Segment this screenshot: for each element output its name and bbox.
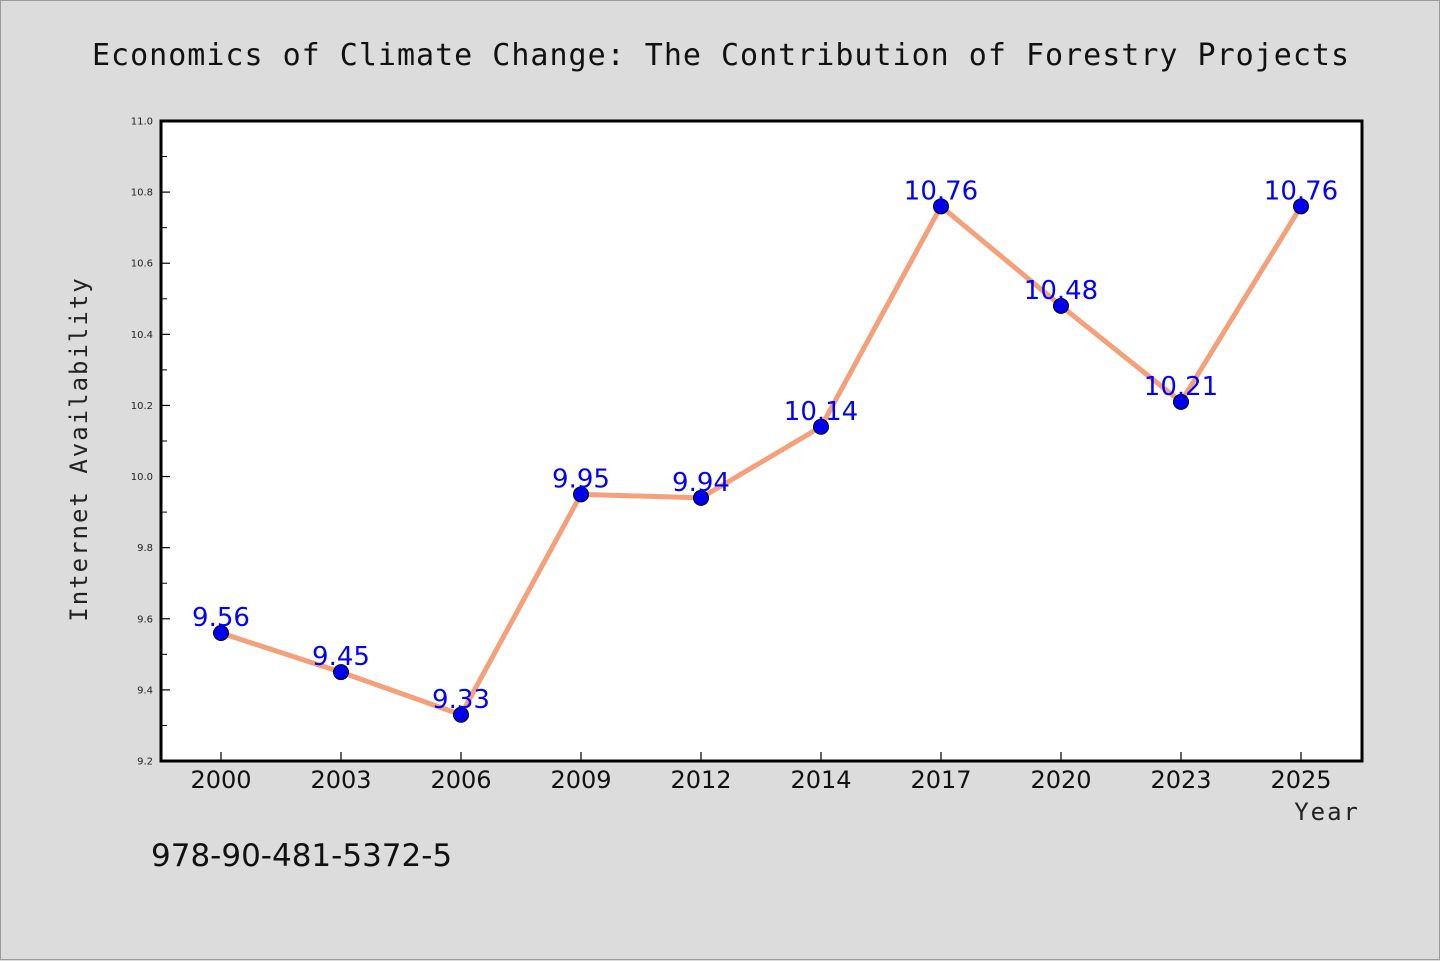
series-markers <box>213 198 1309 723</box>
x-tick-label: 2014 <box>790 766 851 794</box>
x-axis-label: Year <box>1294 798 1360 826</box>
data-point <box>573 486 589 503</box>
data-point <box>1053 297 1069 314</box>
data-point <box>1293 198 1309 215</box>
data-point <box>933 198 949 215</box>
y-tick-label: 11.0 <box>131 117 153 128</box>
data-point <box>453 706 469 723</box>
data-labels: 9.56 9.45 9.33 9.95 9.94 10.14 10.76 10.48 10.21… <box>192 176 1338 714</box>
x-tick-label: 2023 <box>1150 766 1211 794</box>
x-tick-label: 2020 <box>1030 766 1091 794</box>
y-tick-label: 10.0 <box>131 472 153 483</box>
data-label: 10.76 <box>1264 176 1338 206</box>
data-point <box>813 418 829 435</box>
data-label: 9.33 <box>432 685 490 715</box>
y-tick-label: 9.4 <box>137 685 153 696</box>
data-label: 9.45 <box>312 642 370 672</box>
data-point <box>333 664 349 681</box>
x-tick-label: 2003 <box>310 766 371 794</box>
plot-area <box>161 121 1362 761</box>
y-tick-label: 10.8 <box>131 188 153 199</box>
data-point <box>1173 393 1189 410</box>
data-label: 10.76 <box>904 176 978 206</box>
plot-border <box>159 119 1364 763</box>
x-tick-label: 2012 <box>670 766 731 794</box>
y-tick-label: 10.2 <box>131 401 153 412</box>
y-tick-label: 9.2 <box>137 757 153 768</box>
data-label: 10.48 <box>1024 276 1098 306</box>
x-axis: 2000 2003 2006 2009 2012 2014 2017 2020 2023 2025 <box>190 752 1332 794</box>
y-tick-label: 10.6 <box>131 259 153 270</box>
y-tick-label: 10.4 <box>131 330 153 341</box>
data-label: 10.14 <box>784 397 858 427</box>
y-tick-label: 9.6 <box>137 614 153 625</box>
data-point <box>213 625 229 641</box>
x-tick-label: 2000 <box>190 766 251 794</box>
x-tick-label: 2006 <box>430 766 491 794</box>
series-line <box>218 203 1304 718</box>
isbn-text: 978-90-481-5372-5 <box>151 838 452 874</box>
x-tick-label: 2009 <box>550 766 611 794</box>
data-point <box>693 489 709 506</box>
data-label: 9.95 <box>552 464 610 494</box>
y-axis-label: Internet Availability <box>65 276 93 621</box>
x-tick-label: 2025 <box>1270 766 1331 794</box>
data-label: 9.56 <box>192 603 250 633</box>
data-label: 10.21 <box>1144 372 1218 402</box>
chart-title: Economics of Climate Change: The Contrib… <box>92 38 1350 73</box>
y-tick-label: 9.8 <box>137 543 153 554</box>
data-label: 9.94 <box>672 468 730 498</box>
x-tick-label: 2017 <box>910 766 971 794</box>
